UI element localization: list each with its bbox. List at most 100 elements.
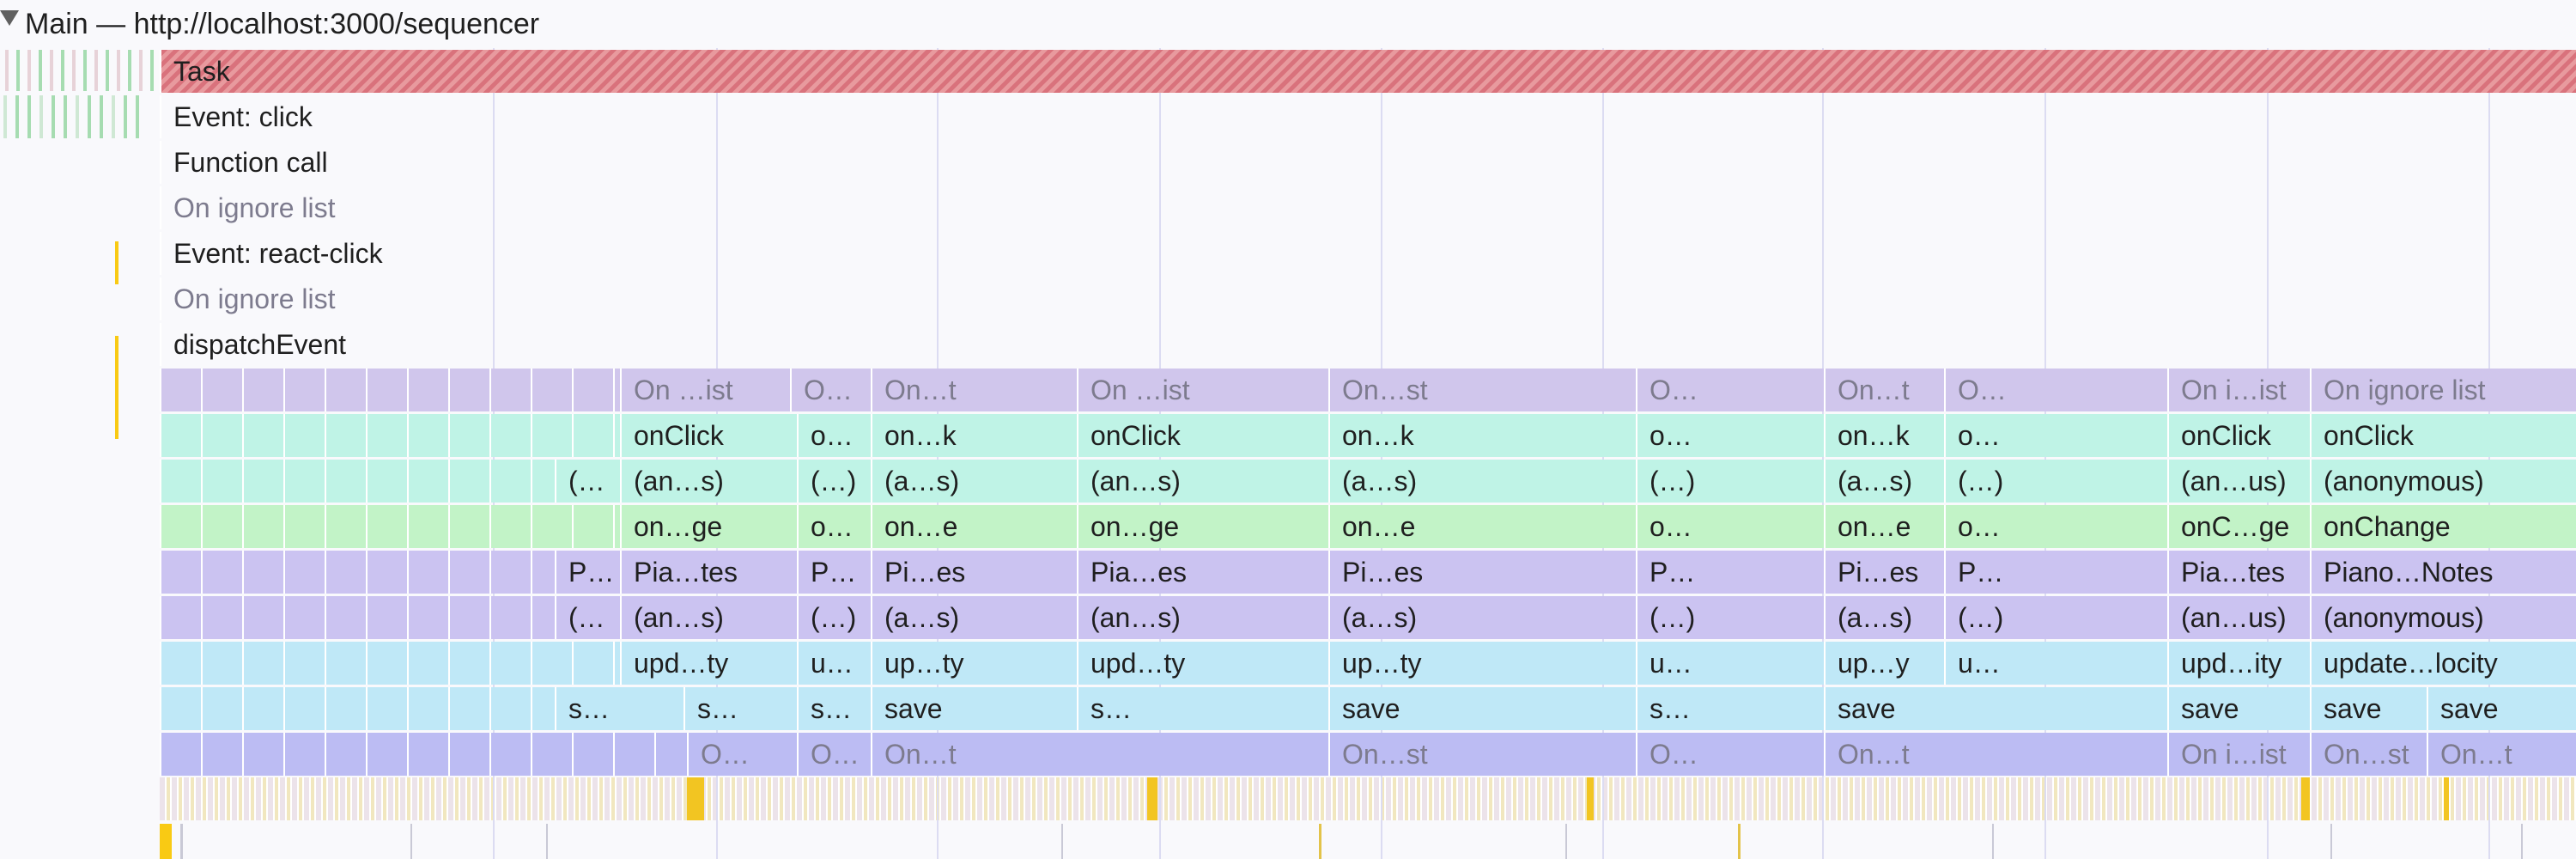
call-frame[interactable]: On…t: [871, 369, 1077, 411]
call-frame[interactable]: O…: [1636, 733, 1824, 776]
call-frame[interactable]: [160, 369, 620, 411]
call-frame[interactable]: On …ist: [1077, 369, 1328, 411]
call-frame[interactable]: O…: [1636, 369, 1824, 411]
call-frame[interactable]: (…): [797, 460, 871, 503]
call-frame[interactable]: Pi…es: [1824, 551, 1944, 594]
call-frame[interactable]: Pia…tes: [2167, 551, 2310, 594]
call-frame[interactable]: On…st: [1328, 733, 1636, 776]
call-frame[interactable]: On…t: [1824, 369, 1944, 411]
call-frame[interactable]: upd…ty: [1077, 642, 1328, 685]
flame-chart-body[interactable]: Task Event: click Function call On ignore l…: [0, 48, 2576, 859]
call-frame[interactable]: (an…s): [620, 460, 797, 503]
call-frame[interactable]: On ignore list: [2310, 369, 2576, 411]
call-frame[interactable]: (a…s): [1328, 596, 1636, 639]
call-frame[interactable]: o…: [1944, 414, 2167, 457]
call-frame[interactable]: o…: [797, 505, 871, 548]
call-frame[interactable]: P…: [555, 551, 620, 594]
call-frame[interactable]: On i…ist: [2167, 733, 2310, 776]
call-frame[interactable]: (…): [1944, 596, 2167, 639]
call-frame[interactable]: on…k: [1824, 414, 1944, 457]
call-frame[interactable]: u…: [1944, 642, 2167, 685]
call-frame[interactable]: On …ist: [620, 369, 790, 411]
call-frame[interactable]: (…: [555, 460, 620, 503]
call-frame[interactable]: (an…s): [1077, 596, 1328, 639]
call-frame[interactable]: s…: [683, 687, 797, 730]
call-frame[interactable]: [160, 505, 620, 548]
call-frame[interactable]: O…: [797, 733, 871, 776]
call-frame[interactable]: P…: [797, 551, 871, 594]
call-frame[interactable]: save: [1328, 687, 1636, 730]
call-frame[interactable]: (an…us): [2167, 596, 2310, 639]
call-frame[interactable]: [160, 460, 555, 503]
call-frame[interactable]: upd…ty: [620, 642, 797, 685]
call-frame[interactable]: (an…us): [2167, 460, 2310, 503]
call-frame[interactable]: (anonymous): [2310, 460, 2576, 503]
call-frame[interactable]: u…: [797, 642, 871, 685]
call-frame[interactable]: on…e: [1824, 505, 1944, 548]
call-frame[interactable]: s…: [1077, 687, 1328, 730]
call-frame[interactable]: up…y: [1824, 642, 1944, 685]
call-frame[interactable]: (a…s): [871, 596, 1077, 639]
call-frame[interactable]: up…ty: [1328, 642, 1636, 685]
call-frame[interactable]: [160, 414, 620, 457]
call-frame[interactable]: on…ge: [620, 505, 797, 548]
call-frame[interactable]: save: [2167, 687, 2310, 730]
call-frame[interactable]: Task: [160, 50, 2576, 93]
call-frame[interactable]: save: [2310, 687, 2427, 730]
call-frame[interactable]: Function call: [160, 141, 2576, 184]
call-frame[interactable]: On…st: [1328, 369, 1636, 411]
call-frame[interactable]: on…k: [871, 414, 1077, 457]
call-frame[interactable]: save: [1824, 687, 2167, 730]
call-frame[interactable]: dispatchEvent: [160, 323, 2576, 366]
call-frame[interactable]: save: [871, 687, 1077, 730]
call-frame[interactable]: onChange: [2310, 505, 2576, 548]
call-frame[interactable]: s…: [797, 687, 871, 730]
call-frame[interactable]: Event: click: [160, 95, 2576, 138]
call-frame[interactable]: [160, 642, 620, 685]
call-frame[interactable]: On ignore list: [160, 277, 2576, 320]
call-frame[interactable]: u…: [1636, 642, 1824, 685]
call-frame[interactable]: upd…ity: [2167, 642, 2310, 685]
call-frame[interactable]: On…st: [2310, 733, 2427, 776]
call-frame[interactable]: P…: [1636, 551, 1824, 594]
call-frame[interactable]: Piano…Notes: [2310, 551, 2576, 594]
call-frame[interactable]: (a…s): [1824, 460, 1944, 503]
call-frame[interactable]: (…): [1636, 460, 1824, 503]
call-frame[interactable]: onClick: [2310, 414, 2576, 457]
call-frame[interactable]: (a…s): [871, 460, 1077, 503]
call-frame[interactable]: o…: [797, 414, 871, 457]
track-header[interactable]: Main — http://localhost:3000/sequencer: [0, 0, 2576, 48]
call-frame[interactable]: s…: [1636, 687, 1824, 730]
call-frame[interactable]: Pi…es: [1328, 551, 1636, 594]
call-frame[interactable]: onClick: [2167, 414, 2310, 457]
call-frame[interactable]: On ignore list: [160, 186, 2576, 229]
call-frame[interactable]: onClick: [1077, 414, 1328, 457]
call-frame[interactable]: O…: [790, 369, 871, 411]
call-frame[interactable]: on…k: [1328, 414, 1636, 457]
call-frame[interactable]: (anonymous): [2310, 596, 2576, 639]
call-frame[interactable]: (an…s): [620, 596, 797, 639]
call-frame[interactable]: o…: [1944, 505, 2167, 548]
call-frame[interactable]: (a…s): [1824, 596, 1944, 639]
call-frame[interactable]: (a…s): [1328, 460, 1636, 503]
call-frame[interactable]: up…ty: [871, 642, 1077, 685]
call-frame[interactable]: O…: [687, 733, 797, 776]
call-frame[interactable]: (…): [1944, 460, 2167, 503]
call-frame[interactable]: on…e: [871, 505, 1077, 548]
call-frame[interactable]: o…: [1636, 414, 1824, 457]
call-frame[interactable]: P…: [1944, 551, 2167, 594]
call-frame[interactable]: o…: [1636, 505, 1824, 548]
call-frame[interactable]: save: [2427, 687, 2576, 730]
call-frame[interactable]: [160, 733, 687, 776]
call-frame[interactable]: On i…ist: [2167, 369, 2310, 411]
call-frame[interactable]: (…): [1636, 596, 1824, 639]
call-frame[interactable]: (…): [797, 596, 871, 639]
call-frame[interactable]: Event: react-click: [160, 232, 2576, 275]
call-frame[interactable]: on…e: [1328, 505, 1636, 548]
call-frame[interactable]: update…locity: [2310, 642, 2576, 685]
call-frame[interactable]: [160, 551, 555, 594]
call-frame[interactable]: On…t: [1824, 733, 2167, 776]
call-frame[interactable]: Pia…es: [1077, 551, 1328, 594]
call-frame[interactable]: [160, 596, 555, 639]
call-frame[interactable]: onClick: [620, 414, 797, 457]
